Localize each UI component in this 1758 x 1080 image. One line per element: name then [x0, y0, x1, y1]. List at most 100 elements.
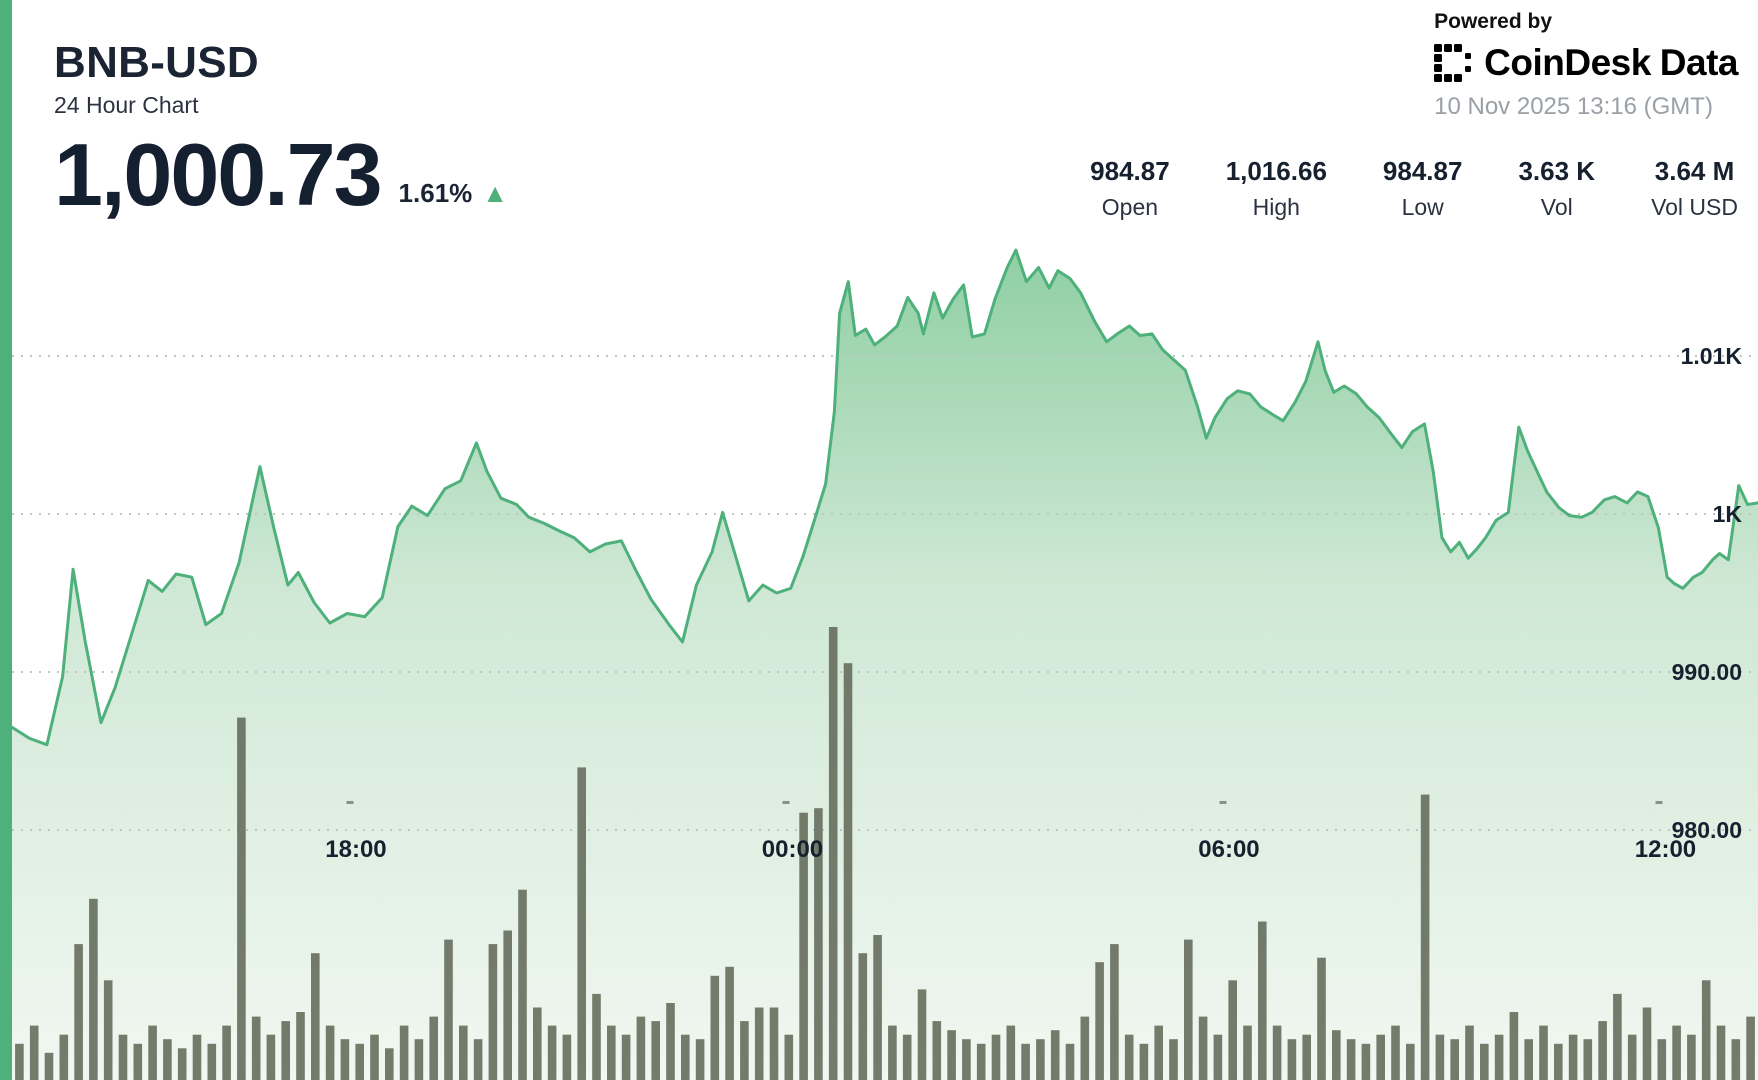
volume-bar — [399, 1025, 409, 1080]
logo-text-secondary: Data — [1659, 42, 1739, 83]
branding-block: Powered by CoinDesk Data — [1434, 10, 1739, 121]
volume-bar — [533, 1007, 542, 1080]
volume-bar — [1006, 1025, 1016, 1080]
volume-bar — [207, 1043, 217, 1080]
volume-bar — [1539, 1025, 1548, 1080]
volume-bar — [1627, 1034, 1637, 1080]
volume-bar — [89, 898, 98, 1080]
volume-bar — [251, 1016, 261, 1080]
volume-bar — [237, 717, 246, 1080]
volume-bar — [1376, 1034, 1385, 1080]
volume-bar — [1494, 1034, 1504, 1080]
volume-bar — [1258, 921, 1267, 1080]
stat-vol-value: 3.63 K — [1518, 156, 1596, 186]
stat-low-label: Low — [1401, 194, 1444, 220]
volume-bar — [429, 1016, 438, 1080]
volume-bar — [636, 1016, 646, 1080]
stat-high-label: High — [1252, 194, 1300, 220]
volume-bar — [740, 1021, 749, 1080]
stat-vol-label: Vol — [1540, 194, 1573, 220]
stat-vol: 3.63 K Vol — [1518, 156, 1595, 221]
price-area-fill — [12, 250, 1758, 1080]
volume-bar — [118, 1034, 128, 1080]
volume-bar — [163, 1039, 172, 1080]
stat-low-value: 984.87 — [1382, 156, 1463, 186]
volume-bar — [621, 1034, 631, 1080]
volume-bar — [1554, 1043, 1563, 1080]
volume-bar — [784, 1034, 794, 1080]
volume-bar — [769, 1007, 779, 1080]
volume-bar — [1613, 993, 1622, 1080]
up-triangle-icon: ▲ — [482, 178, 509, 209]
volume-bar — [991, 1034, 1001, 1080]
volume-bar — [1731, 1039, 1741, 1080]
volume-bar — [695, 1039, 705, 1080]
volume-bar — [281, 1021, 290, 1080]
current-price: 1,000.73 — [54, 125, 383, 225]
stat-open-label: Open — [1101, 194, 1159, 220]
volume-bar — [858, 953, 868, 1080]
volume-bar — [177, 1048, 187, 1080]
volume-bar — [681, 1034, 690, 1080]
volume-bar — [414, 1039, 424, 1080]
volume-bar — [1420, 794, 1430, 1080]
volume-bar — [1332, 1030, 1341, 1080]
stat-open-value: 984.87 — [1090, 156, 1170, 186]
volume-bar — [651, 1021, 660, 1080]
volume-bar — [547, 1025, 557, 1080]
volume-bar — [799, 812, 808, 1080]
volume-bar — [1021, 1043, 1030, 1080]
volume-bar — [1524, 1039, 1533, 1080]
volume-bar — [1450, 1039, 1459, 1080]
coindesk-logo-icon — [1434, 44, 1472, 82]
volume-bar — [1672, 1025, 1681, 1080]
volume-bar — [1050, 1030, 1060, 1080]
header: BNB-USD 24 Hour Chart 1,000.73 1.61% ▲ — [54, 39, 509, 225]
volume-bar — [1406, 1043, 1415, 1080]
volume-bar — [473, 1039, 483, 1080]
volume-bar — [1465, 1025, 1474, 1080]
stat-high-value: 1,016.66 — [1225, 156, 1327, 186]
volume-bar — [1287, 1039, 1297, 1080]
volume-bar — [1435, 1034, 1445, 1080]
volume-bar — [947, 1030, 956, 1080]
volume-bar — [1302, 1034, 1311, 1080]
volume-bar — [459, 1025, 468, 1080]
volume-bar — [133, 1043, 143, 1080]
volume-bar — [976, 1043, 986, 1080]
timestamp: 10 Nov 2025 13:16 (GMT) — [1434, 93, 1713, 120]
volume-bar — [1124, 1034, 1134, 1080]
volume-bar — [1228, 980, 1237, 1080]
volume-bar — [385, 1048, 394, 1080]
volume-bar — [843, 663, 853, 1080]
volume-bar — [1687, 1034, 1696, 1080]
volume-bar — [562, 1034, 572, 1080]
volume-bar — [1716, 1025, 1726, 1080]
volume-bar — [1154, 1025, 1163, 1080]
volume-bar — [1065, 1043, 1075, 1080]
volume-bar — [1701, 980, 1711, 1080]
volume-bar — [1642, 1007, 1652, 1080]
powered-by-label: Powered by — [1434, 10, 1553, 33]
volume-bar — [917, 989, 927, 1080]
volume-bar — [1080, 1016, 1090, 1080]
stat-open: 984.87 Open — [1090, 156, 1170, 221]
volume-bar — [1095, 962, 1104, 1080]
volume-bar — [814, 808, 823, 1080]
volume-bar — [266, 1034, 276, 1080]
volume-bar — [15, 1043, 24, 1080]
volume-bar — [888, 1025, 897, 1080]
volume-bar — [577, 767, 586, 1080]
volume-bar — [44, 1052, 54, 1080]
volume-bar — [902, 1034, 912, 1080]
stat-low: 984.87 Low — [1383, 156, 1463, 221]
volume-bar — [592, 993, 601, 1080]
coindesk-data-logo[interactable]: CoinDesk Data — [1434, 42, 1739, 84]
price-line — [10, 248, 1758, 747]
volume-bar — [296, 1012, 305, 1080]
volume-bar — [222, 1025, 231, 1080]
volume-bar — [29, 1025, 39, 1080]
volume-bar — [340, 1039, 350, 1080]
